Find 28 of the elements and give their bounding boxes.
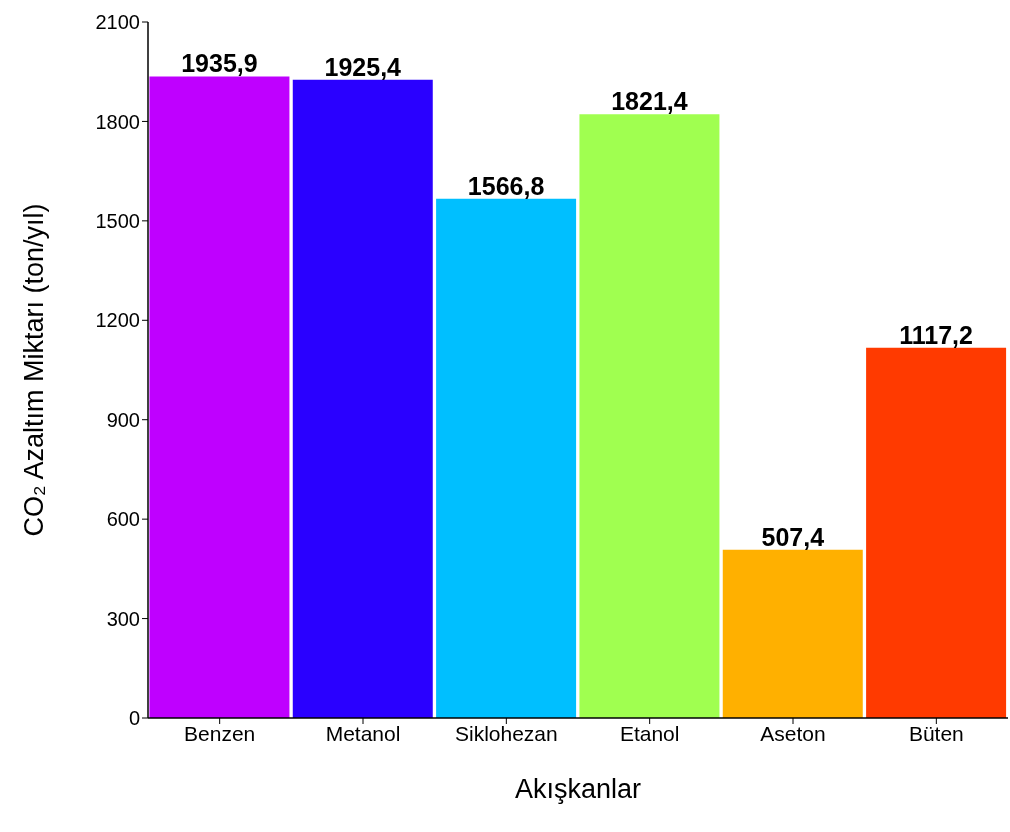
x-axis-title: Akışkanlar [514, 774, 642, 804]
data-label: 1925,4 [324, 52, 402, 81]
y-tick-label: 1500 [95, 209, 140, 232]
x-tick-label: Benzen [184, 721, 256, 745]
y-tick-label: 2100 [95, 11, 140, 34]
y-tick-label: 1800 [95, 110, 140, 133]
data-label: 1566,8 [467, 171, 545, 200]
data-label: 507,4 [761, 522, 825, 551]
bar [292, 79, 433, 718]
bar [866, 347, 1007, 718]
data-label: 1935,9 [181, 49, 258, 78]
y-tick-label: 300 [106, 607, 140, 630]
bar [579, 114, 720, 718]
data-label: 1117,2 [899, 320, 973, 349]
y-tick-label: 900 [106, 408, 140, 431]
x-tick-label: Siklohezan [454, 721, 558, 745]
x-tick-label: Aseton [760, 721, 826, 745]
y-tick-label: 1200 [95, 309, 140, 332]
bar [149, 76, 290, 718]
y-tick-label: 600 [106, 508, 140, 531]
x-tick-label: Metanol [325, 721, 401, 745]
y-tick-label: 0 [128, 707, 140, 730]
data-label: 1821,4 [611, 87, 688, 116]
bar [436, 198, 577, 718]
bar [722, 549, 863, 718]
x-tick-label: Büten [908, 721, 964, 745]
y-axis-title: CO₂ Azaltım Miktarı (ton/yıl) [18, 203, 49, 537]
x-tick-label: Etanol [619, 721, 680, 745]
